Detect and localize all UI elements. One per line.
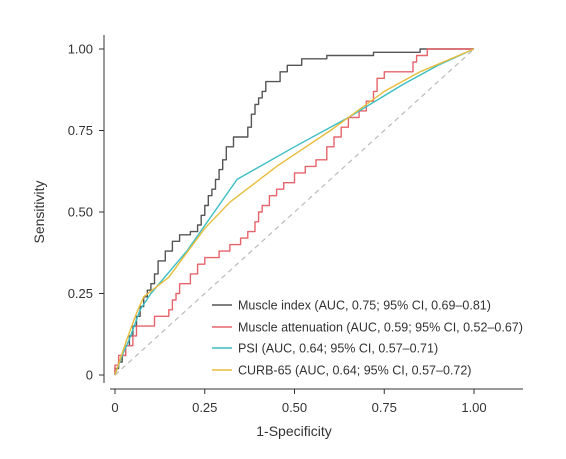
series-line-psi — [114, 48, 475, 376]
y-axis-ticks: 0 0.25 0.50 0.75 1.00 — [68, 42, 104, 383]
y-tick-label: 0.50 — [68, 205, 93, 220]
legend-label-curb-65: CURB-65 (AUC, 0.64; 95% CI, 0.57–0.72) — [238, 364, 471, 378]
x-tick-label: 1.00 — [461, 400, 486, 415]
x-tick-label: 0 — [111, 400, 118, 415]
legend-label-muscle-attenuation: Muscle attenuation (AUC, 0.59; 95% CI, 0… — [238, 321, 523, 335]
y-tick-label: 0 — [86, 368, 93, 383]
y-tick-label: 1.00 — [68, 42, 93, 57]
y-tick-label: 0.75 — [68, 123, 93, 138]
legend-label-muscle-index: Muscle index (AUC, 0.75; 95% CI, 0.69–0.… — [238, 299, 491, 313]
x-tick-label: 0.75 — [372, 400, 397, 415]
legend: Muscle index (AUC, 0.75; 95% CI, 0.69–0.… — [212, 299, 523, 378]
series-line-muscle-index — [114, 48, 474, 375]
x-axis-ticks: 0 0.25 0.50 0.75 1.00 — [111, 389, 487, 415]
y-tick-label: 0.25 — [68, 286, 93, 301]
series-line-curb-65 — [114, 48, 475, 376]
x-tick-label: 0.50 — [282, 400, 307, 415]
legend-label-psi: PSI (AUC, 0.64; 95% CI, 0.57–0.71) — [238, 342, 438, 356]
x-tick-label: 0.25 — [192, 400, 217, 415]
y-axis-title: Sensitivity — [31, 180, 47, 243]
x-axis-title: 1-Specificity — [256, 423, 331, 439]
series-layer — [114, 48, 475, 376]
